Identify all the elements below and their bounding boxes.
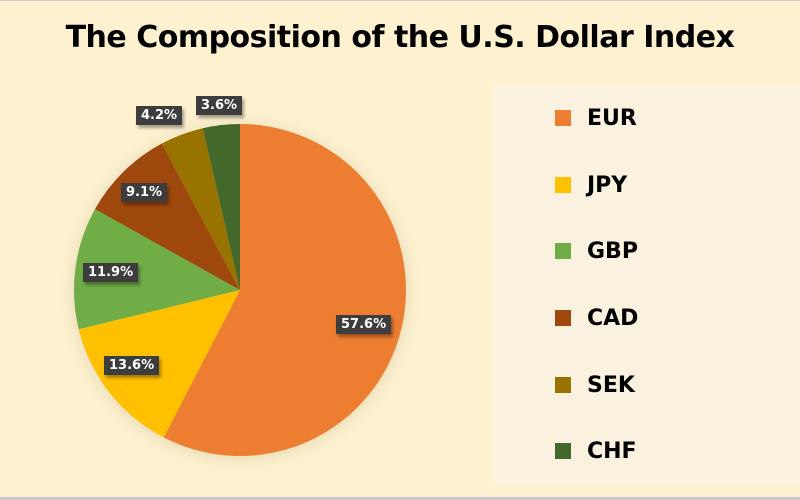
pie-slice-cad <box>95 143 240 290</box>
pie-slice-eur <box>163 124 406 456</box>
pie-slices <box>73 124 406 456</box>
legend-item-jpy: JPY <box>555 170 627 200</box>
legend-label: GBP <box>587 238 638 264</box>
pie-slice-chf <box>202 124 240 290</box>
legend-swatch-sek <box>555 377 571 393</box>
legend-item-gbp: GBP <box>555 236 638 266</box>
legend-label: CHF <box>587 438 637 464</box>
data-label-eur: 57.6% <box>336 315 392 334</box>
data-label-chf: 3.6% <box>196 96 243 115</box>
legend-swatch-chf <box>555 443 571 459</box>
pie-slice-sek <box>161 128 240 290</box>
bottom-border <box>0 497 800 500</box>
legend-swatch-jpy <box>555 177 571 193</box>
data-label-jpy: 13.6% <box>104 356 160 375</box>
data-label-sek: 4.2% <box>136 106 183 125</box>
pie-slice-gbp <box>73 209 240 330</box>
legend-item-eur: EUR <box>555 103 637 133</box>
legend-item-sek: SEK <box>555 370 635 400</box>
chart-title: The Composition of the U.S. Dollar Index <box>65 20 735 55</box>
legend-label: EUR <box>587 105 637 131</box>
legend-swatch-cad <box>555 310 571 326</box>
data-label-gbp: 11.9% <box>83 263 139 282</box>
pie-chart: 57.6% 13.6% 11.9% 9.1% 4.2% 3.6% <box>56 96 424 476</box>
legend-swatch-gbp <box>555 243 571 259</box>
legend-label: SEK <box>587 372 635 398</box>
legend-swatch-eur <box>555 110 571 126</box>
legend: EUR JPY GBP CAD SEK CHF <box>493 85 800 485</box>
pie-slice-jpy <box>78 290 240 438</box>
legend-item-cad: CAD <box>555 303 638 333</box>
legend-item-chf: CHF <box>555 436 637 466</box>
legend-label: JPY <box>587 172 628 198</box>
legend-label: CAD <box>587 305 639 331</box>
data-label-cad: 9.1% <box>121 183 168 202</box>
